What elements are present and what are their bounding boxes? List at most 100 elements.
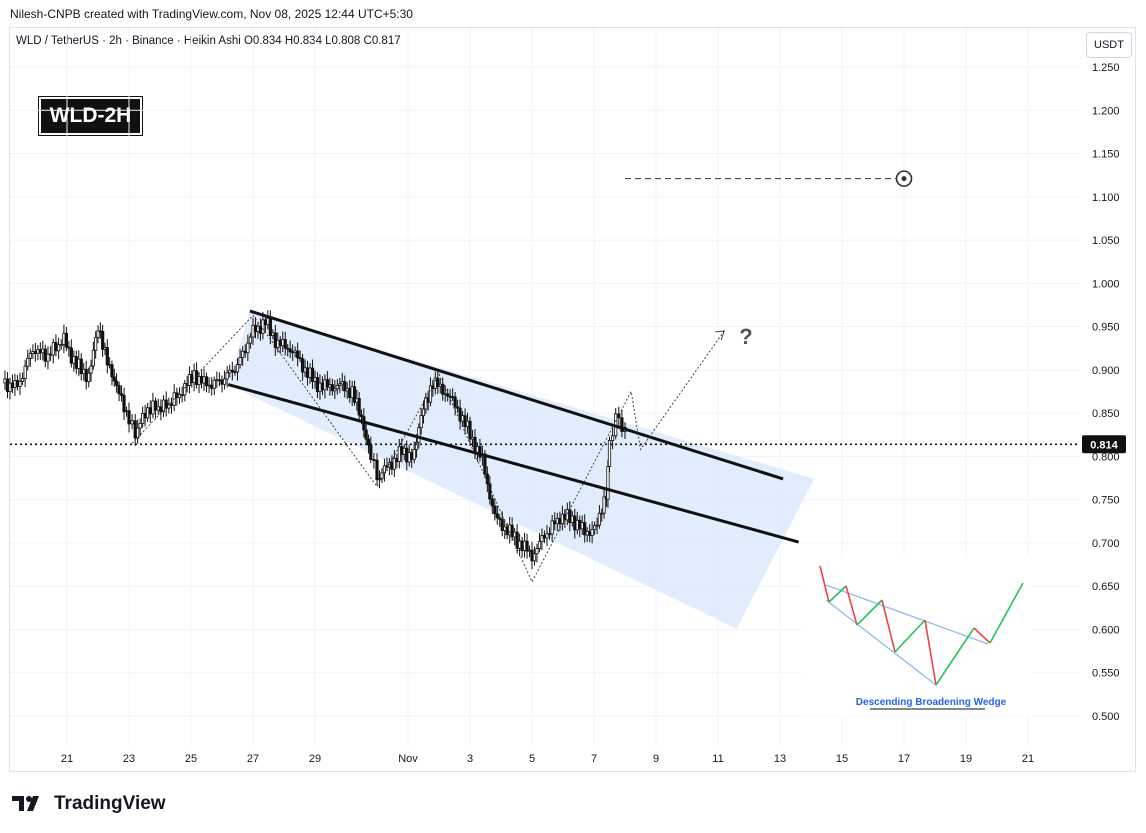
candle-body (578, 519, 582, 530)
candle-body (568, 509, 572, 523)
candle-body (180, 394, 184, 397)
price-label-bg (1082, 435, 1126, 454)
candle-body (175, 392, 179, 399)
candle-body (94, 337, 98, 351)
candle-body (414, 441, 419, 450)
candle-body (522, 540, 527, 551)
candle-body (268, 317, 272, 336)
x-tick-label: 7 (591, 753, 597, 765)
footer-brand[interactable]: TradingView (12, 792, 166, 816)
candle-body (318, 382, 322, 393)
attribution-text: Nilesh-CNPB created with TradingView.com… (10, 7, 413, 21)
candle-body (436, 377, 440, 387)
candle-body (248, 336, 253, 344)
candle-body (463, 415, 467, 428)
candle-body (96, 330, 100, 338)
candle-body (606, 466, 610, 500)
candle-body (281, 339, 285, 347)
candle-body (310, 367, 315, 382)
candle-body (256, 325, 260, 333)
candle-body (271, 332, 275, 336)
inset-lower-trendline (825, 599, 937, 686)
candle-body (545, 533, 549, 539)
x-tick-label: 25 (185, 753, 197, 765)
candle-body (490, 498, 494, 507)
candle-body (138, 423, 142, 429)
y-tick-label: 0.500 (1092, 711, 1120, 723)
candle-body (593, 525, 597, 530)
candle-body (293, 350, 297, 354)
candle-body (527, 549, 532, 552)
candle-body (555, 517, 559, 525)
inset-swing (828, 585, 847, 603)
candle-body (328, 384, 332, 388)
symbol-info[interactable]: WLD / TetherUS · 2h · Binance · Heikin A… (16, 35, 401, 47)
candle-body (465, 420, 470, 428)
candle-body (41, 348, 45, 354)
candle-body (483, 453, 487, 475)
tradingview-logo-icon (12, 796, 39, 811)
candle-body (251, 324, 255, 338)
candle-body (8, 382, 12, 392)
candle-body (89, 365, 93, 374)
candle-body (153, 400, 158, 411)
x-tick-label: 21 (1022, 753, 1034, 765)
candle-body (580, 522, 584, 530)
candle-body (320, 382, 325, 391)
candle-body (343, 381, 347, 392)
candle-body (38, 349, 42, 354)
candle-body (10, 382, 15, 389)
candle-body (390, 462, 394, 470)
candle-body (119, 393, 124, 396)
candle-body (133, 420, 137, 439)
candle-body (438, 383, 442, 387)
candle-body (400, 446, 404, 455)
candle-body (233, 371, 237, 374)
candle-body (159, 406, 163, 413)
y-tick-label: 1.150 (1092, 149, 1120, 161)
candle-body (348, 388, 352, 398)
question-mark: ? (739, 324, 752, 349)
candle-body (340, 381, 344, 385)
candle-body (313, 377, 317, 382)
candle-body (43, 348, 47, 362)
candle-body (377, 478, 382, 481)
candle-body (488, 483, 492, 500)
inset-swing (924, 619, 937, 686)
candle-body (112, 376, 116, 382)
candle-body (525, 540, 529, 552)
candle-body (357, 398, 361, 416)
candle-body (455, 406, 460, 409)
candle-body (410, 452, 414, 460)
pattern-inset: Descending Broadening Wedge (802, 556, 1034, 716)
candle-body (558, 517, 562, 525)
inset-swing (894, 619, 926, 653)
candle-body (199, 375, 204, 384)
candle-body (385, 465, 389, 468)
candle-body (212, 379, 216, 389)
candle-body (278, 339, 282, 347)
candle-body (453, 396, 457, 408)
candle-body (590, 529, 594, 536)
candle-body (421, 408, 426, 417)
y-tick-label: 0.900 (1092, 365, 1120, 377)
candle-body (417, 427, 421, 443)
wedge-fill (228, 311, 815, 629)
currency-button[interactable]: USDT (1086, 32, 1132, 58)
candle-body (325, 379, 330, 388)
x-tick-label: 19 (960, 753, 972, 765)
candle-body (84, 368, 88, 382)
y-tick-label: 1.250 (1092, 62, 1120, 74)
candle-body (49, 353, 53, 356)
candle-body (263, 319, 268, 326)
candle-body (197, 375, 201, 385)
y-tick-label: 1.050 (1092, 235, 1120, 247)
candle-body (412, 448, 416, 460)
candle-body (115, 380, 119, 386)
candle-body (575, 519, 579, 531)
candle-body (215, 379, 219, 382)
y-tick-label: 1.200 (1092, 105, 1120, 117)
y-tick-label: 0.750 (1092, 495, 1120, 507)
inset-label: Descending Broadening Wedge (856, 697, 1007, 708)
